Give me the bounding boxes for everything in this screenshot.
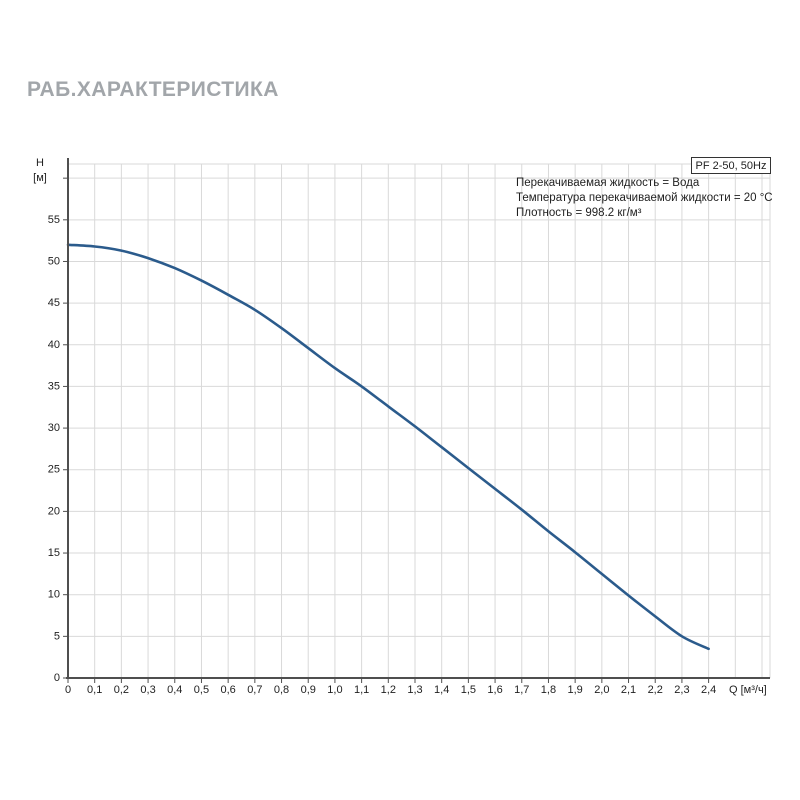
x-tick-label: 0,2 (114, 684, 129, 696)
x-tick-label: 1,5 (461, 684, 476, 696)
annotation-temperature: Температура перекачиваемой жидкости = 20… (516, 192, 773, 204)
x-tick-label: 2,4 (701, 684, 716, 696)
pump-curve (66, 243, 710, 651)
x-tick-label: 1,3 (407, 684, 422, 696)
y-tick-labels: 0 5 10 15 20 25 30 35 40 45 50 55 (48, 214, 60, 684)
y-gridlines (68, 177, 770, 637)
x-tick-label: 0,5 (194, 684, 209, 696)
x-tick-label: 1,6 (487, 684, 502, 696)
y-axis-label-unit: [м] (33, 172, 47, 184)
x-tick-label: 2,2 (648, 684, 663, 696)
y-tick-label: 20 (48, 505, 60, 517)
x-tick-label: 0,9 (301, 684, 316, 696)
page-title: РАБ.ХАРАКТЕРИСТИКА (27, 78, 279, 101)
y-tick-label: 5 (54, 630, 60, 642)
x-tick-label: 1,2 (381, 684, 396, 696)
chart-annotations: Перекачиваемая жидкость = Вода Температу… (516, 176, 773, 221)
annotation-density: Плотность = 998.2 кг/м³ (516, 207, 642, 219)
x-tick-label: 1,7 (514, 684, 529, 696)
x-tick-labels: 0 0,1 0,2 0,3 0,4 0,5 0,6 0,7 0,8 0,9 1,0 1,1 1,2 1,3… (65, 684, 716, 696)
y-tick-label: 30 (48, 422, 60, 434)
axis-ticks (63, 177, 710, 683)
x-gridlines (94, 164, 763, 678)
y-tick-label: 15 (48, 547, 60, 559)
y-tick-label: 55 (48, 214, 60, 226)
y-tick-label: 35 (48, 380, 60, 392)
x-tick-label: 0,7 (247, 684, 262, 696)
plot-frame (68, 163, 771, 678)
y-axis-label: H [м] (28, 156, 52, 186)
y-tick-label: 45 (48, 297, 60, 309)
x-tick-label: 0,3 (140, 684, 155, 696)
x-tick-label: 0,1 (87, 684, 102, 696)
annotation-fluid: Перекачиваемая жидкость = Вода (516, 177, 700, 189)
x-tick-label: 1,4 (434, 684, 449, 696)
x-tick-label: 2,3 (674, 684, 689, 696)
x-tick-label: 0 (65, 684, 71, 696)
y-tick-label: 0 (54, 672, 60, 684)
y-axis-label-symbol: H (36, 157, 44, 169)
x-tick-label: 2,1 (621, 684, 636, 696)
x-tick-label: 0,6 (221, 684, 236, 696)
x-tick-label: 1,0 (327, 684, 342, 696)
x-tick-label: 0,4 (167, 684, 182, 696)
x-tick-label: 1,1 (354, 684, 369, 696)
series-label-box: PF 2-50, 50Hz (691, 157, 771, 174)
y-tick-label: 40 (48, 339, 60, 351)
x-tick-label: 0,8 (274, 684, 289, 696)
x-tick-label: 1,8 (541, 684, 556, 696)
x-tick-label: 2,0 (594, 684, 609, 696)
x-tick-label: 1,9 (567, 684, 582, 696)
axes (66, 158, 770, 679)
y-tick-label: 10 (48, 589, 60, 601)
y-tick-label: 50 (48, 255, 60, 267)
series-label: PF 2-50, 50Hz (695, 159, 767, 172)
y-tick-label: 25 (48, 464, 60, 476)
x-axis-label: Q [м³/ч] (729, 684, 767, 696)
